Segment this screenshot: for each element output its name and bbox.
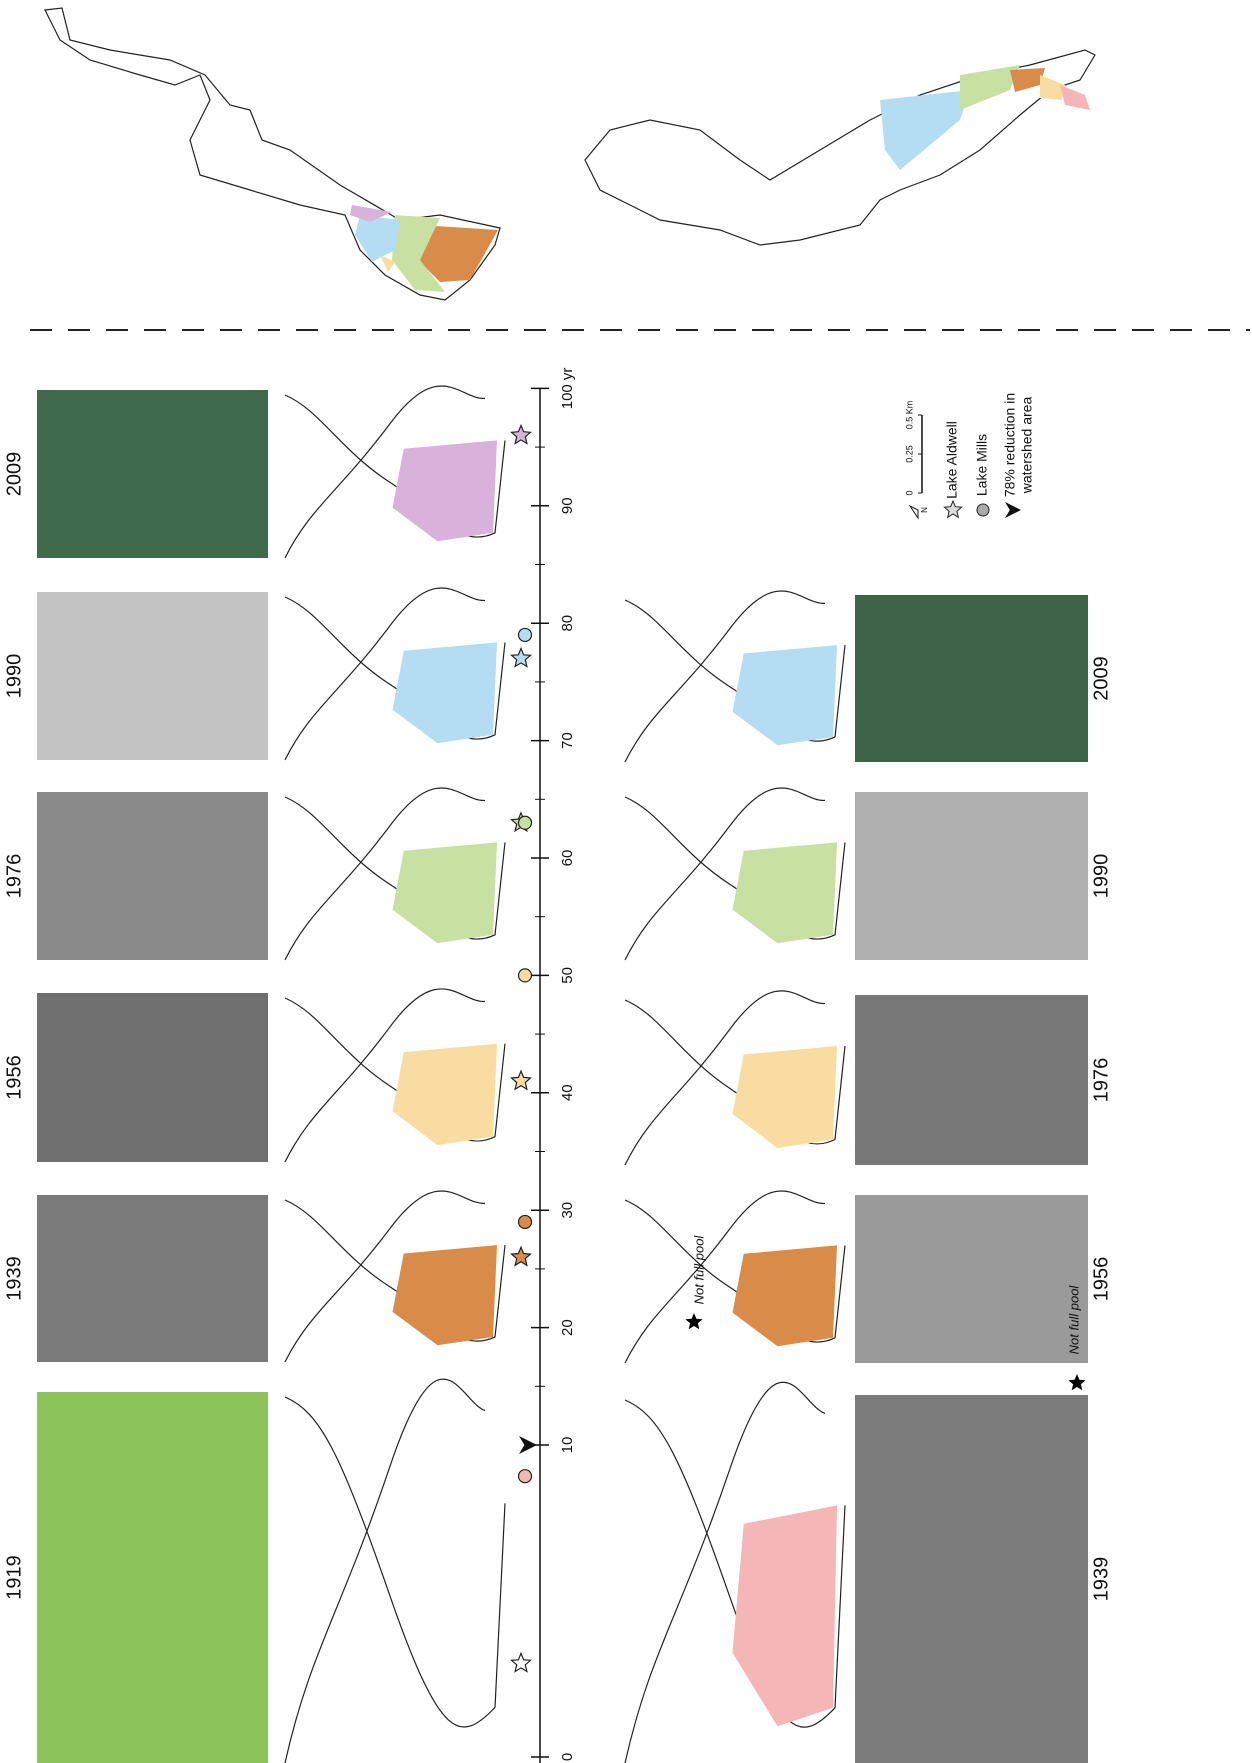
mills-marker	[519, 628, 532, 641]
aerial-photo	[37, 1195, 268, 1362]
year-label: 2009	[1090, 656, 1112, 701]
year-label: 2009	[3, 452, 25, 497]
year-label: 1939	[1090, 1557, 1112, 1602]
legend-label: Lake Aldwell	[944, 421, 960, 499]
year-label: 1956	[3, 1055, 25, 1100]
overview-aldwell	[45, 8, 500, 300]
year-label: 1939	[3, 1256, 25, 1301]
tick-label: 0	[559, 1753, 576, 1761]
aerial-photo	[37, 592, 268, 760]
legend-arrow	[1005, 502, 1021, 518]
sediment-deposit	[733, 1245, 838, 1346]
figure: 1919 1939 1956 1976 1990 2009 1939 1956 1976 1990…	[0, 0, 1252, 1763]
aerial-photo	[37, 792, 268, 960]
aerial-photo	[855, 1395, 1088, 1763]
year-label: 1976	[3, 854, 25, 899]
aerial-photo	[37, 993, 268, 1162]
timeline: 0 10 20 30 40 50 60 70 80 90 100 yr	[512, 368, 576, 1763]
tick-label: 20	[559, 1319, 576, 1336]
legend-label: Lake Mills	[974, 434, 990, 496]
year-label: 1919	[3, 1555, 25, 1600]
sediment-deposit	[393, 440, 498, 541]
aerial-photo	[855, 595, 1088, 762]
tick-label: 80	[559, 615, 576, 632]
mills-marker	[519, 816, 532, 829]
aerial-photo	[855, 792, 1088, 960]
year-label: 1990	[1090, 854, 1112, 899]
tick-label: 50	[559, 967, 576, 984]
watershed-arrow	[519, 1436, 537, 1454]
north-arrow	[910, 506, 918, 518]
tick-label: 40	[559, 1084, 576, 1101]
scale-label: 0.25	[904, 445, 914, 463]
overview-mills	[585, 50, 1095, 245]
aldwell-marker	[512, 1247, 531, 1265]
sediment-deposit	[733, 645, 838, 745]
sediment-deposit	[733, 1505, 838, 1726]
aerial-photo	[37, 1392, 268, 1763]
sediment-deposit	[393, 1245, 498, 1345]
legend-circle	[977, 504, 989, 516]
aldwell-marker	[512, 1071, 531, 1089]
tick-label: 90	[559, 497, 576, 514]
aldwell-marker	[512, 1653, 531, 1671]
panels: 1919 1939 1956 1976 1990 2009 1939 1956 1976 1990…	[3, 386, 1112, 1763]
tick-label: 60	[559, 850, 576, 867]
tick-label: 30	[559, 1202, 576, 1219]
mills-marker	[519, 1215, 532, 1228]
river-bank	[285, 1379, 485, 1763]
aldwell-marker	[512, 425, 531, 443]
tick-label: 10	[559, 1437, 576, 1454]
sediment-deposit	[393, 1044, 498, 1145]
mills-marker	[519, 969, 532, 982]
legend-label: watershed area	[1019, 397, 1035, 495]
tick-label: 100 yr	[559, 368, 576, 410]
aerial-photo	[37, 390, 268, 558]
sediment-deposit	[393, 642, 498, 743]
north-label: N	[920, 507, 929, 513]
sediment-deposit	[733, 842, 838, 943]
scale-label: 0	[904, 490, 914, 495]
annotation: Not full pool	[1066, 1285, 1081, 1355]
annotation-star	[1068, 1374, 1085, 1390]
sediment-deposit	[393, 842, 498, 943]
legend-label: 78% reduction in	[1002, 393, 1018, 497]
aldwell-marker	[512, 648, 531, 666]
legend-star	[944, 501, 961, 517]
year-label: 1976	[1090, 1058, 1112, 1103]
annotation-star	[685, 1313, 702, 1329]
annotation: Not full pool	[691, 1235, 706, 1305]
scale-label: 0.5 Km	[904, 401, 914, 430]
mills-marker	[519, 1470, 532, 1483]
sediment-deposit	[733, 1046, 838, 1148]
aerial-photo	[855, 1195, 1088, 1363]
year-label: 1956	[1090, 1257, 1112, 1302]
page: {"aldwell_panels":[ {"year":"1919"}, {"y…	[0, 0, 1252, 1763]
aerial-photo	[855, 995, 1088, 1165]
river-bank	[285, 1397, 505, 1727]
year-label: 1990	[3, 654, 25, 699]
tick-label: 70	[559, 732, 576, 749]
